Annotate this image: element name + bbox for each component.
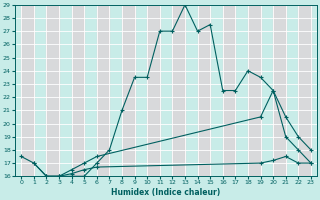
Bar — [197, 5, 210, 176]
Bar — [46, 5, 59, 176]
Bar — [223, 5, 235, 176]
Bar — [273, 5, 286, 176]
Bar — [172, 5, 185, 176]
X-axis label: Humidex (Indice chaleur): Humidex (Indice chaleur) — [111, 188, 221, 197]
Bar — [122, 5, 135, 176]
Bar — [72, 5, 84, 176]
Bar — [147, 5, 160, 176]
Bar — [97, 5, 109, 176]
Bar — [21, 5, 34, 176]
Bar — [248, 5, 260, 176]
Bar — [298, 5, 311, 176]
